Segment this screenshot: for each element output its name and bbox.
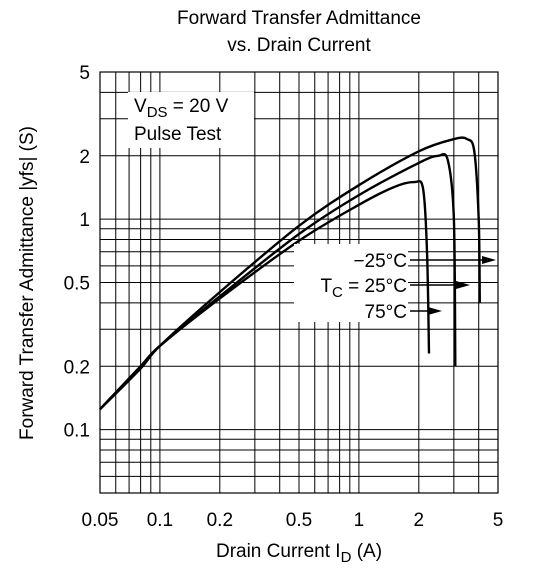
y-axis-label: Forward Transfer Admittance |yfs| (S) [17, 126, 38, 440]
arrowhead-icon [456, 281, 470, 289]
x-tick-label: 2 [414, 510, 425, 531]
series-line [99, 136, 481, 411]
vds-value: = 20 V [168, 96, 229, 117]
temperature-labels-background [294, 244, 408, 322]
x-axis-label-unit: (A) [351, 541, 382, 562]
tc-equals: = 25°C [343, 276, 407, 297]
x-tick-label: 0.05 [82, 510, 119, 531]
arrowhead-icon [428, 307, 442, 315]
y-tick-label: 0.1 [64, 421, 90, 442]
series-curves [99, 136, 481, 411]
chart-title-line-1: Forward Transfer Admittance [177, 8, 421, 29]
x-tick-label: 1 [354, 510, 365, 531]
arrowhead-icon [482, 256, 496, 264]
conditions-box-background [128, 92, 254, 148]
temperature-label: TC = 25°C [320, 276, 407, 301]
y-tick-label: 1 [79, 210, 90, 231]
x-tick-label: 0.2 [207, 510, 233, 531]
vds-condition: VDS = 20 V [134, 96, 229, 121]
y-tick-label: 0.5 [64, 274, 90, 295]
y-tick-label: 2 [79, 147, 90, 168]
tick-labels: 0.05 0.1 0.2 0.5 1 2 5 5 2 1 0.5 0.2 0.1 [64, 63, 504, 531]
temperature-label: 75°C [365, 302, 407, 323]
temperature-labels: −25°CTC = 25°C75°C [294, 244, 496, 323]
x-axis-label: Drain Current ID (A) [216, 541, 382, 566]
tc-subscript: C [332, 284, 343, 301]
pulse-test-label: Pulse Test [134, 124, 222, 145]
y-tick-label: 0.2 [64, 357, 90, 378]
series-line [99, 179, 431, 411]
y-tick-label: 5 [79, 63, 90, 84]
x-tick-label: 0.5 [286, 510, 312, 531]
temperature-label: −25°C [353, 251, 407, 272]
vds-subscript: DS [147, 104, 168, 121]
plot-frame [99, 71, 499, 494]
x-axis-label-main: Drain Current I [216, 541, 341, 562]
tc-symbol: T [320, 276, 332, 297]
x-axis-label-subscript: D [341, 549, 352, 566]
x-tick-label: 0.1 [147, 510, 173, 531]
x-tick-label: 5 [493, 510, 504, 531]
chart-title-line-2: vs. Drain Current [227, 35, 371, 56]
vds-symbol: V [134, 96, 147, 117]
